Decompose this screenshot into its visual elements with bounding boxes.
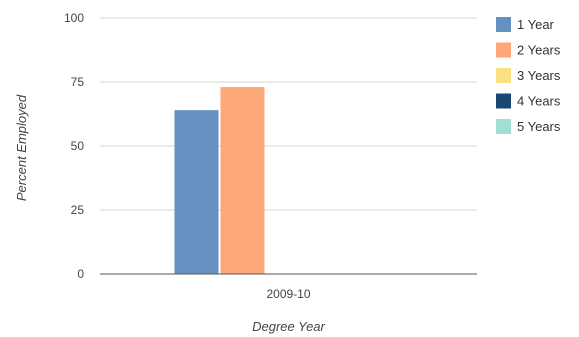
x-tick-label: 2009-10 (266, 287, 310, 301)
legend-swatch (496, 17, 511, 32)
x-axis-title: Degree Year (252, 319, 325, 334)
legend-swatch (496, 42, 511, 58)
bar-2-years (220, 87, 265, 275)
legend-label: 1 Year (517, 17, 555, 32)
y-tick-label: 0 (77, 267, 84, 281)
y-tick-label: 50 (71, 139, 85, 153)
legend-label: 2 Years (517, 43, 561, 58)
legend: 1 Year 2 Years 3 Years 4 Years 5 Years (496, 17, 561, 134)
y-axis-tick-labels: 0 25 50 75 100 (64, 11, 84, 281)
legend-label: 5 Years (517, 119, 561, 134)
legend-swatch (496, 119, 511, 134)
x-axis-tick-labels: 2009-10 (266, 287, 310, 301)
legend-swatch (496, 68, 511, 83)
y-tick-label: 25 (71, 203, 85, 217)
y-tick-label: 75 (71, 75, 85, 89)
bars (174, 87, 265, 275)
legend-label: 3 Years (517, 68, 561, 83)
y-axis-title: Percent Employed (14, 94, 29, 201)
gridlines (100, 17, 477, 211)
legend-label: 4 Years (517, 94, 561, 109)
y-tick-label: 100 (64, 11, 84, 25)
legend-swatch (496, 93, 511, 109)
bar-1-year (174, 110, 219, 274)
